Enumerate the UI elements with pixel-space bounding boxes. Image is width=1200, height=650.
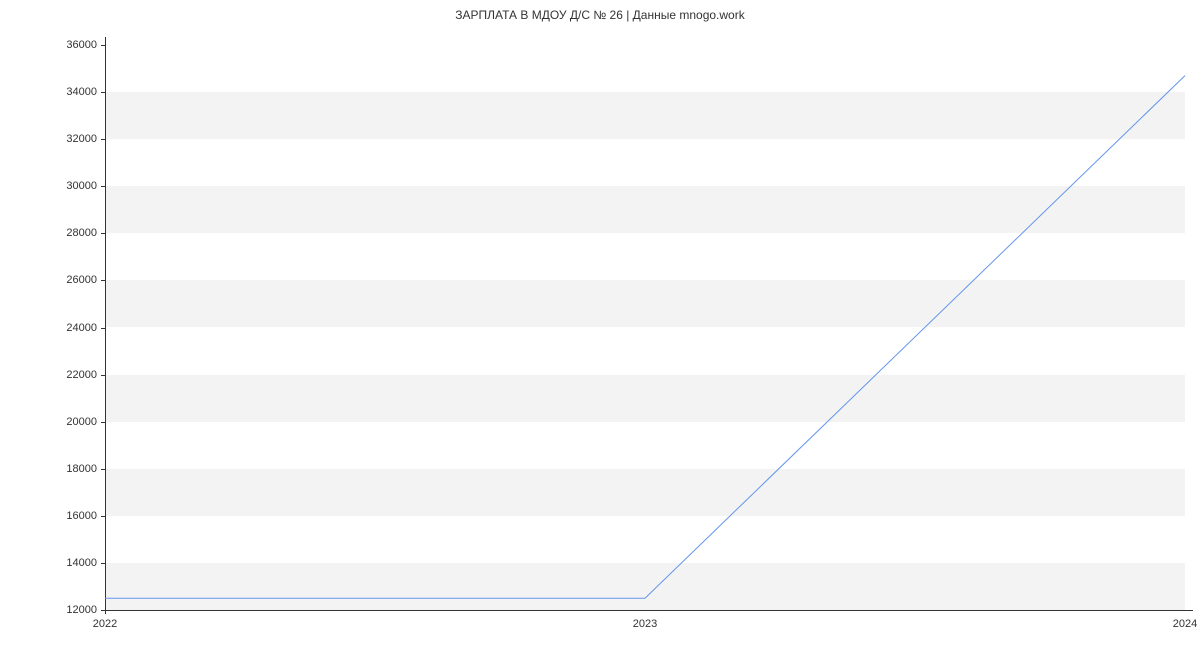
y-tick-label: 28000: [66, 227, 105, 239]
series-salary: [105, 76, 1185, 599]
y-tick-label: 30000: [66, 180, 105, 192]
x-tick-label: 2023: [633, 610, 657, 630]
y-tick-label: 36000: [66, 39, 105, 51]
y-tick-label: 34000: [66, 86, 105, 98]
y-tick-label: 24000: [66, 322, 105, 334]
y-tick-label: 32000: [66, 133, 105, 145]
salary-line-chart: ЗАРПЛАТА В МДОУ Д/С № 26 | Данные mnogo.…: [0, 0, 1200, 650]
x-axis-line: [101, 610, 1193, 611]
y-tick-label: 18000: [66, 463, 105, 475]
chart-title: ЗАРПЛАТА В МДОУ Д/С № 26 | Данные mnogo.…: [0, 8, 1200, 22]
y-tick-label: 26000: [66, 274, 105, 286]
y-tick-label: 20000: [66, 416, 105, 428]
x-tick-label: 2024: [1173, 610, 1197, 630]
y-tick-label: 22000: [66, 369, 105, 381]
y-tick-label: 14000: [66, 557, 105, 569]
line-layer: [105, 45, 1185, 610]
plot-area: 1200014000160001800020000220002400026000…: [105, 45, 1185, 610]
y-tick-label: 16000: [66, 510, 105, 522]
